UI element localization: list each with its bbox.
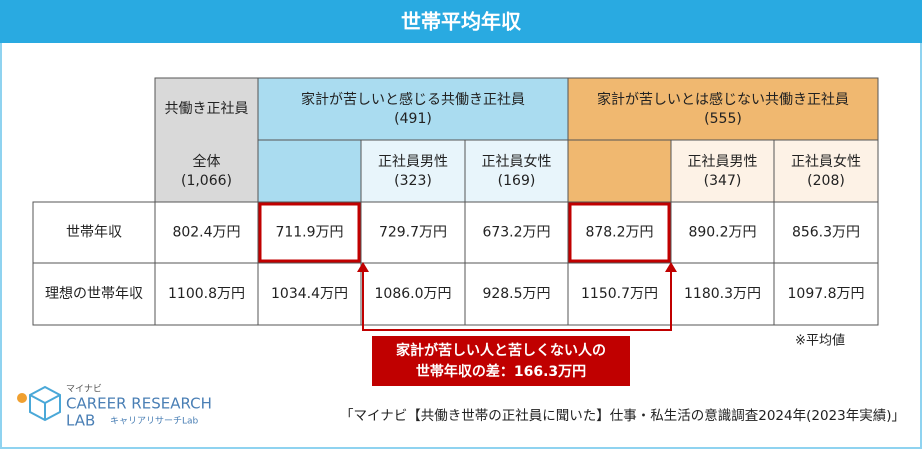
cell-value: 856.3万円 xyxy=(792,225,860,241)
table-cell xyxy=(670,201,775,264)
cell-value: 1034.4万円 xyxy=(271,286,348,302)
column-count: (347) xyxy=(704,173,742,189)
table-cell xyxy=(567,77,879,141)
column-label: 正社員女性 xyxy=(791,153,861,170)
column-label: 正社員男性 xyxy=(378,154,448,170)
column-count: (1,066) xyxy=(181,173,232,189)
cell-value: 711.9万円 xyxy=(275,225,343,241)
cell-value: 1097.8万円 xyxy=(788,286,865,302)
column-count: (208) xyxy=(807,173,845,189)
cell-value: 1086.0万円 xyxy=(375,286,452,302)
callout-text: 家計が苦しい人と苦しくない人の xyxy=(396,342,606,359)
table-cell xyxy=(257,77,569,141)
table-cell xyxy=(464,139,569,203)
cell-value: 729.7万円 xyxy=(379,225,447,241)
logo: マイナビ CAREER RESEARCH LAB キャリアリサーチLab xyxy=(17,384,212,430)
cell-value: 1150.7万円 xyxy=(581,286,658,302)
table-cell xyxy=(773,139,879,203)
column-count: (323) xyxy=(394,173,432,189)
table-cell xyxy=(32,262,156,326)
cell-value: 802.4万円 xyxy=(172,225,240,241)
cell-value: 890.2万円 xyxy=(688,225,756,241)
table-cell xyxy=(464,262,569,326)
column-label: 正社員男性 xyxy=(688,154,758,170)
table-cell xyxy=(773,201,879,264)
group-count: (555) xyxy=(704,111,742,127)
table-cell xyxy=(257,262,362,326)
highlight xyxy=(258,202,672,331)
table-cell xyxy=(360,262,466,326)
logo-icon xyxy=(29,385,61,422)
table-cell xyxy=(567,262,672,326)
bracket xyxy=(362,268,672,331)
table-cell xyxy=(154,77,259,203)
cell-value: 878.2万円 xyxy=(585,225,653,241)
table: 共働き正社員 家計が苦しいと感じる共働き正社員 (491) 家計が苦しいとは感じない共… xyxy=(32,77,879,326)
logo-lab: LAB xyxy=(66,412,95,430)
arrow-head xyxy=(357,262,369,272)
callout-text: 世帯年収の差：166.3万円 xyxy=(416,363,586,380)
column-label: 全体 xyxy=(193,153,221,170)
group-label: 共働き正社員 xyxy=(165,101,249,117)
logo-icon xyxy=(17,393,27,403)
table-cell xyxy=(32,201,156,264)
highlight-box xyxy=(568,202,671,263)
logo-name: CAREER RESEARCH xyxy=(66,395,212,413)
column-count: (169) xyxy=(498,173,536,189)
cell-value: 673.2万円 xyxy=(482,225,550,241)
table-cell xyxy=(360,139,466,203)
table-cell xyxy=(257,139,362,203)
group-label: 家計が苦しいとは感じない共働き正社員 xyxy=(597,91,849,108)
callout-box xyxy=(372,336,630,386)
table-cell xyxy=(464,201,569,264)
column-label: 正社員女性 xyxy=(482,153,552,170)
table-cell xyxy=(567,201,672,264)
table-cell xyxy=(773,262,879,326)
cell-value: 1100.8万円 xyxy=(168,286,245,302)
logo-sub: キャリアリサーチLab xyxy=(110,416,199,427)
table-cell xyxy=(567,139,672,203)
table-cell xyxy=(154,262,259,326)
logo-brand: マイナビ xyxy=(66,384,102,395)
group-count: (491) xyxy=(394,111,432,127)
arrow-head xyxy=(665,262,677,272)
table-cell xyxy=(670,262,775,326)
table-cell xyxy=(670,139,775,203)
highlight-box xyxy=(258,202,361,263)
source: 「マイナビ【共働き世帯の正社員に聞いた】仕事・私生活の意識調査2024年(202… xyxy=(340,407,905,424)
row-label: 世帯年収 xyxy=(66,225,122,241)
note: ※平均値 xyxy=(795,333,845,349)
cell-value: 1180.3万円 xyxy=(684,286,761,302)
title-bar xyxy=(0,0,922,43)
cell-value: 928.5万円 xyxy=(482,286,550,302)
title: 世帯平均年収 xyxy=(401,10,522,34)
row-label: 理想の世帯年収 xyxy=(45,286,143,302)
group-label: 家計が苦しいと感じる共働き正社員 xyxy=(301,91,525,108)
